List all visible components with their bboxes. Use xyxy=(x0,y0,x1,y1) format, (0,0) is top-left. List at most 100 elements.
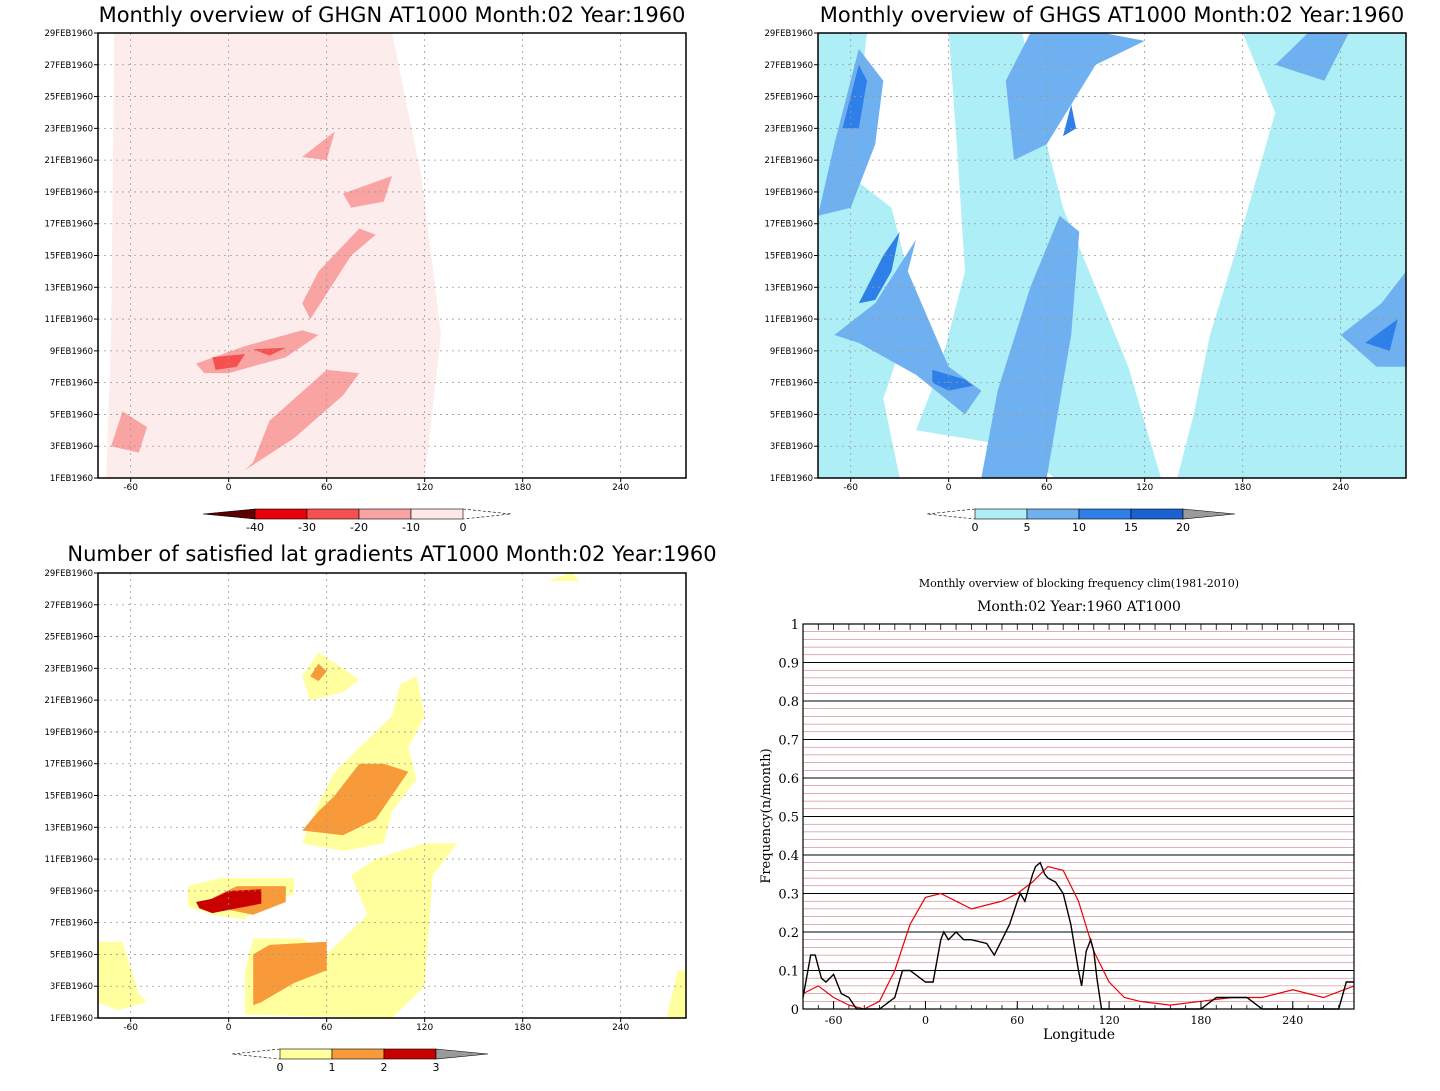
y-tick-label: 13FEB1960 xyxy=(44,283,93,293)
line-chart-subtitle: Month:02 Year:1960 AT1000 xyxy=(977,599,1181,615)
y-tick-label: 1FEB1960 xyxy=(50,1014,93,1024)
x-tick-label: 60 xyxy=(321,483,333,493)
contour-panel-1: -60 0 60 120 180 240 1FEB1960 3FEB1960 5FEB1960 7… xyxy=(44,3,687,534)
grid-lines xyxy=(98,573,686,1018)
contour-region-3 xyxy=(1177,33,1406,478)
colorbar-label: -40 xyxy=(246,521,264,534)
y-tick-label: 0.8 xyxy=(778,695,799,710)
y-tick-label: 23FEB1960 xyxy=(44,124,93,134)
y-tick-label: 1FEB1960 xyxy=(50,474,93,484)
colorbar-swatch xyxy=(383,1048,437,1060)
contour-region-1 xyxy=(98,941,147,1011)
contour-region-13 xyxy=(1365,319,1398,351)
contour-fills xyxy=(818,33,1406,478)
x-axis-label: Longitude xyxy=(1043,1027,1115,1043)
x-tick-label: -60 xyxy=(123,1023,138,1033)
contour-region-6 xyxy=(547,573,580,581)
colorbar-swatch xyxy=(1078,508,1132,520)
x-tick-label: 180 xyxy=(1234,483,1251,493)
contour-region-8 xyxy=(212,354,245,370)
x-tick-label: 120 xyxy=(1136,483,1153,493)
y-tick-label: 1 xyxy=(791,618,799,633)
colorbar-swatch xyxy=(279,1048,333,1060)
colorbar-swatch xyxy=(1026,508,1080,520)
y-tick-label: 7FEB1960 xyxy=(770,379,813,389)
x-tick-label: 240 xyxy=(1332,483,1349,493)
y-tick-label: 17FEB1960 xyxy=(44,220,93,230)
y-tick-label: 3FEB1960 xyxy=(50,982,93,992)
colorbar-label: 5 xyxy=(1024,521,1031,534)
y-tick-label: 0.5 xyxy=(778,811,799,826)
y-tick-label: 25FEB1960 xyxy=(764,93,813,103)
y-tick-label: 5FEB1960 xyxy=(50,950,93,960)
y-tick-label: 15FEB1960 xyxy=(44,252,93,262)
contour-region-7 xyxy=(111,411,147,453)
colorbar-arrow-high xyxy=(462,508,512,520)
colorbar-label: 0 xyxy=(277,1061,284,1074)
contour-region-14 xyxy=(1063,104,1077,137)
contour-region-6 xyxy=(981,215,1080,478)
x-tick-label: 180 xyxy=(514,1023,531,1033)
x-tick-label: 0 xyxy=(226,483,232,493)
contour-region-7 xyxy=(1005,33,1145,161)
contour-region-2 xyxy=(916,33,1161,478)
y-tick-label: 0.2 xyxy=(778,926,799,941)
contour-region-11 xyxy=(310,663,327,682)
x-tick-label: 180 xyxy=(514,483,531,493)
colorbar-label: -20 xyxy=(350,521,368,534)
colorbar-swatch xyxy=(974,508,1028,520)
contour-region-5 xyxy=(834,239,982,415)
panel-title: Monthly overview of GHGN AT1000 Month:02… xyxy=(99,3,686,27)
y-tick-label: 7FEB1960 xyxy=(50,919,93,929)
colorbar-swatch xyxy=(254,508,308,520)
colorbar-swatch xyxy=(306,508,360,520)
colorbar-swatch xyxy=(1130,508,1184,520)
y-tick-label: 5FEB1960 xyxy=(50,410,93,420)
x-tick-label: -60 xyxy=(843,483,858,493)
grid-lines xyxy=(818,33,1406,478)
colorbar-label: 1 xyxy=(329,1061,336,1074)
y-tick-label: 21FEB1960 xyxy=(44,156,93,166)
x-tick-label: 120 xyxy=(416,1023,433,1033)
y-tick-label: 29FEB1960 xyxy=(764,29,813,39)
y-tick-label: 21FEB1960 xyxy=(44,696,93,706)
contour-region-12 xyxy=(196,889,262,914)
x-tick-label: 60 xyxy=(1041,483,1053,493)
y-tick-label: 0 xyxy=(791,1003,799,1018)
contour-region-9 xyxy=(302,763,409,836)
contour-region-12 xyxy=(932,369,974,391)
colorbar-label: 0 xyxy=(972,521,979,534)
y-tick-label: 11FEB1960 xyxy=(44,315,93,325)
y-tick-label: 29FEB1960 xyxy=(44,569,93,579)
colorbar-arrow-high xyxy=(1182,508,1236,520)
x-tick-label: 60 xyxy=(1010,1014,1024,1027)
series-line-2 xyxy=(802,861,1354,1010)
colorbar-arrow-low xyxy=(202,508,256,520)
contour-panel-3: -60 0 60 120 180 240 1FEB1960 3FEB1960 5FEB1960 7… xyxy=(44,542,716,1074)
y-tick-label: 23FEB1960 xyxy=(44,664,93,674)
x-tick-label: 180 xyxy=(1190,1014,1211,1027)
colorbar-swatch xyxy=(358,508,412,520)
contour-region-7 xyxy=(666,970,686,1018)
x-tick-label: 60 xyxy=(321,1023,333,1033)
x-tick-label: -60 xyxy=(123,483,138,493)
y-tick-label: 0.3 xyxy=(778,888,799,903)
y-tick-label: 21FEB1960 xyxy=(764,156,813,166)
y-tick-label: 9FEB1960 xyxy=(50,887,93,897)
grid-lines xyxy=(98,33,686,478)
contour-region-4 xyxy=(302,228,376,320)
y-tick-label: 19FEB1960 xyxy=(764,188,813,198)
panel-title: Monthly overview of GHGS AT1000 Month:02… xyxy=(820,3,1404,27)
colorbar: -40 -30 -20 -10 0 xyxy=(202,508,512,534)
contour-region-8 xyxy=(253,941,327,1006)
x-tick-label: 0 xyxy=(946,483,952,493)
y-tick-label: 9FEB1960 xyxy=(50,347,93,357)
colorbar: 0 5 10 15 20 xyxy=(926,508,1236,534)
panel-title: Number of satisfied lat gradients AT1000… xyxy=(67,542,716,566)
y-tick-label: 7FEB1960 xyxy=(50,379,93,389)
y-tick-label: 27FEB1960 xyxy=(44,601,93,611)
plot-frame xyxy=(802,623,1355,1010)
x-tick-label: 240 xyxy=(1282,1014,1303,1027)
x-tick-label: 240 xyxy=(612,1023,629,1033)
